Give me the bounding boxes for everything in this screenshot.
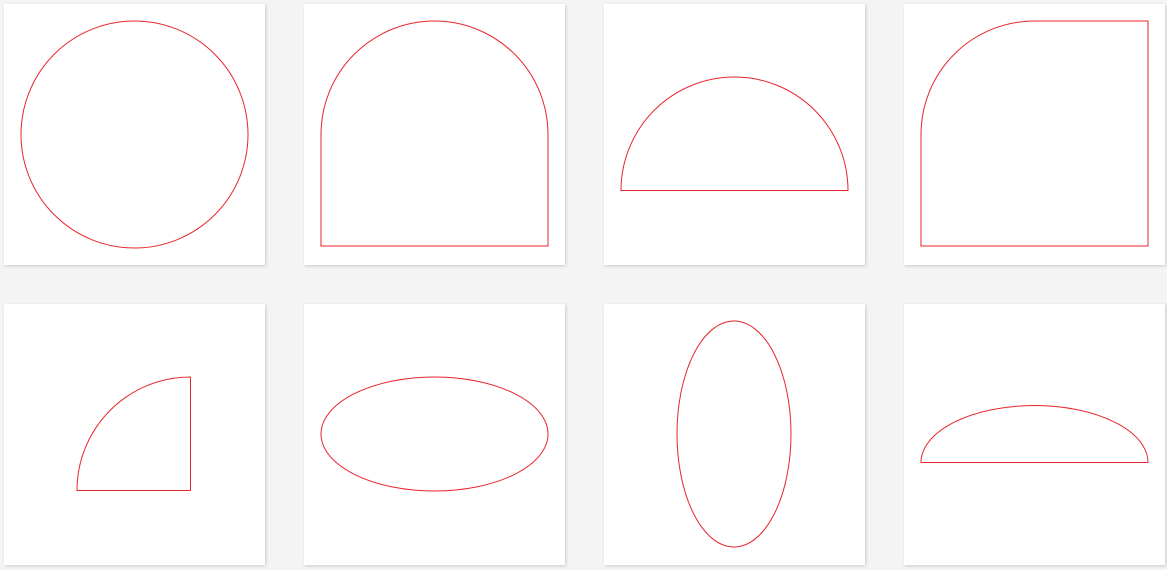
circle-shape-icon — [20, 20, 249, 249]
shape-card-arch-rectangle[interactable] — [304, 4, 565, 265]
vertical-ellipse-shape-icon — [676, 320, 792, 548]
shape-card-vertical-ellipse[interactable] — [604, 304, 865, 565]
shape-card-circle[interactable] — [4, 4, 265, 265]
shape-card-horizontal-ellipse[interactable] — [304, 304, 565, 565]
shape-card-half-ellipse[interactable] — [904, 304, 1165, 565]
horizontal-ellipse-shape-icon — [320, 376, 549, 492]
rounded-corner-square-shape-icon — [920, 20, 1149, 247]
horizontal-ellipse-outline — [320, 376, 549, 492]
shape-card-semicircle[interactable] — [604, 4, 865, 265]
shape-card-rounded-corner-square[interactable] — [904, 4, 1165, 265]
half-ellipse-outline — [920, 405, 1149, 463]
semicircle-outline — [620, 76, 849, 191]
arch-rectangle-outline — [320, 20, 549, 247]
rounded-corner-square-outline — [920, 20, 1149, 247]
half-ellipse-shape-icon — [920, 405, 1149, 463]
arch-rectangle-shape-icon — [320, 20, 549, 247]
shape-card-quarter-circle[interactable] — [4, 304, 265, 565]
semicircle-shape-icon — [620, 76, 849, 191]
quarter-circle-outline — [76, 376, 191, 491]
quarter-circle-shape-icon — [76, 376, 191, 491]
circle-outline — [20, 20, 249, 249]
vertical-ellipse-outline — [676, 320, 792, 548]
